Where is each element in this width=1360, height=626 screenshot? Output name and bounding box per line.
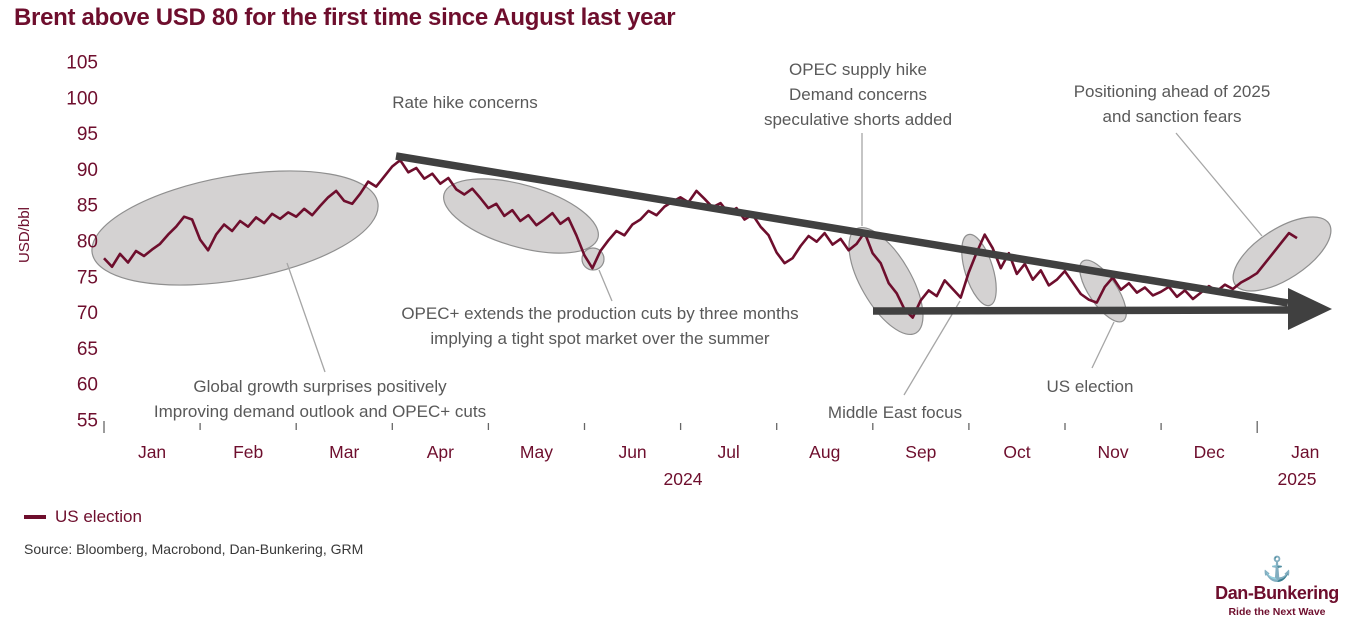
x-month-label: Oct bbox=[1003, 442, 1030, 462]
annotation-connector-line bbox=[903, 300, 961, 396]
x-month-label: Jan bbox=[138, 442, 166, 462]
logo-tagline: Ride the Next Wave bbox=[1228, 606, 1326, 618]
opec-extends-highlight bbox=[443, 178, 599, 254]
horizontal-trend-line bbox=[872, 306, 1289, 315]
x-month-label: Apr bbox=[427, 442, 454, 462]
y-tick-label: 90 bbox=[77, 160, 98, 181]
legend-line-swatch bbox=[24, 515, 46, 519]
y-tick-label: 80 bbox=[77, 232, 98, 253]
x-year-label-2025: 2025 bbox=[1278, 469, 1317, 489]
page-title: Brent above USD 80 for the first time si… bbox=[14, 4, 676, 31]
x-month-label: May bbox=[520, 442, 553, 462]
annotation-opec-supply-hike: OPEC supply hike Demand concerns specula… bbox=[763, 60, 953, 129]
x-month-label: Mar bbox=[329, 442, 359, 462]
annotation-middle-east-focus: Middle East focus bbox=[827, 403, 963, 422]
x-month-label: Nov bbox=[1097, 442, 1128, 462]
logo-name: Dan‑Bunkering bbox=[1215, 583, 1339, 603]
annotation-global-growth: Global growth surprises positively Impro… bbox=[153, 377, 487, 421]
y-tick-label: 85 bbox=[77, 196, 98, 217]
positioning-2025-highlight bbox=[1232, 216, 1332, 292]
x-month-label: Jul bbox=[717, 442, 739, 462]
dan-bunkering-logo: ⚓ Dan‑Bunkering Ride the Next Wave bbox=[1212, 556, 1342, 619]
y-tick-label: 105 bbox=[66, 53, 98, 74]
annotation-connector-line bbox=[598, 269, 613, 302]
brent-price-line bbox=[103, 158, 1298, 319]
legend: US election bbox=[24, 507, 142, 527]
y-tick-label: 70 bbox=[77, 303, 98, 324]
x-year-label-2024: 2024 bbox=[664, 469, 703, 489]
y-tick-label: 75 bbox=[77, 267, 98, 288]
x-month-label: Dec bbox=[1194, 442, 1225, 462]
anchor-icon: ⚓ bbox=[1262, 556, 1292, 583]
annotation-rate-hike-concerns: Rate hike concerns bbox=[392, 93, 538, 112]
annotation-us-election: US election bbox=[1046, 377, 1134, 396]
annotation-connector-line bbox=[1091, 321, 1115, 369]
y-tick-label: 60 bbox=[77, 375, 98, 396]
y-tick-label: 65 bbox=[77, 339, 98, 360]
legend-label: US election bbox=[55, 507, 142, 526]
x-month-label: Aug bbox=[809, 442, 840, 462]
annotation-connector-line bbox=[286, 262, 326, 373]
middle-east-focus-highlight bbox=[961, 233, 997, 307]
source-text: Source: Bloomberg, Macrobond, Dan-Bunker… bbox=[24, 541, 364, 557]
y-tick-label: 100 bbox=[66, 88, 98, 109]
y-tick-label: 55 bbox=[77, 411, 98, 432]
annotation-opec-extends-cuts: OPEC+ extends the production cuts by thr… bbox=[401, 304, 799, 348]
x-month-label: Jun bbox=[618, 442, 646, 462]
x-month-label: Feb bbox=[233, 442, 263, 462]
annotation-connector-line bbox=[1175, 132, 1263, 237]
y-axis-title: USD/bbl bbox=[16, 207, 33, 263]
descending-trend-line bbox=[395, 152, 1289, 307]
trend-arrowhead bbox=[1288, 288, 1332, 330]
x-month-label: Jan bbox=[1291, 442, 1319, 462]
x-month-label: Sep bbox=[905, 442, 936, 462]
annotation-positioning-2025: Positioning ahead of 2025 and sanction f… bbox=[1073, 82, 1271, 126]
y-tick-label: 95 bbox=[77, 124, 98, 145]
